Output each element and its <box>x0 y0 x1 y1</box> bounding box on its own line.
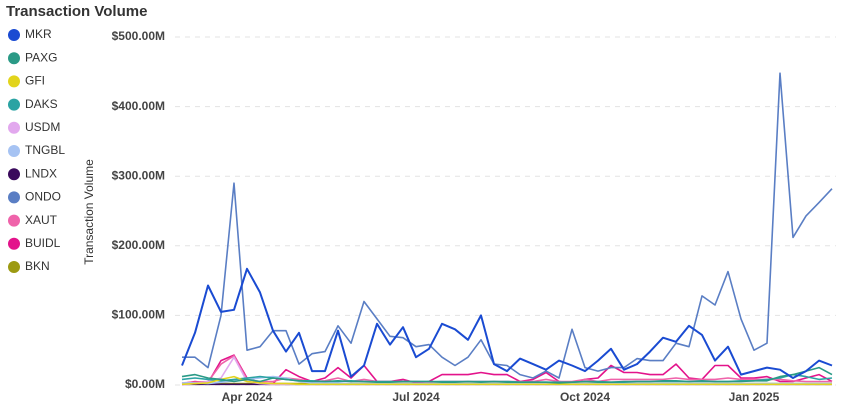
y-tick-label: $200.00M <box>112 238 165 252</box>
series-line <box>181 375 832 386</box>
legend-marker <box>8 75 20 88</box>
legend-label[interactable]: ONDO <box>25 190 61 204</box>
y-tick-label: $100.00M <box>112 308 165 322</box>
legend-label[interactable]: BKN <box>25 259 50 273</box>
legend-marker <box>8 121 20 134</box>
legend-label[interactable]: BUIDL <box>25 236 61 250</box>
legend-label[interactable]: MKR <box>25 27 52 41</box>
x-tick-label: Jul 2024 <box>392 390 440 404</box>
legend-label[interactable]: LNDX <box>25 166 57 180</box>
legend-label[interactable]: XAUT <box>25 213 58 227</box>
legend-marker <box>8 191 20 204</box>
x-tick-label: Oct 2024 <box>560 390 610 404</box>
legend-marker <box>8 29 20 41</box>
legend-marker <box>8 237 20 250</box>
legend-label[interactable]: USDM <box>25 120 60 134</box>
y-tick-label: $0.00M <box>125 377 165 391</box>
series-line <box>181 366 833 384</box>
y-axis-label: Transaction Volume <box>82 159 96 265</box>
legend-label[interactable]: TNGBL <box>25 143 65 157</box>
y-tick-label: $500.00M <box>112 29 165 43</box>
chart-title: Transaction Volume <box>6 3 147 20</box>
y-tick-label: $300.00M <box>112 168 165 182</box>
legend-label[interactable]: PAXG <box>25 50 57 64</box>
legend-marker <box>8 52 20 65</box>
series-line <box>181 267 833 379</box>
legend-marker <box>8 145 20 157</box>
series-line <box>182 72 833 379</box>
x-tick-label: Apr 2024 <box>222 390 273 404</box>
legend-marker <box>8 261 20 273</box>
x-tick-label: Jan 2025 <box>729 390 780 404</box>
legend-label[interactable]: DAKS <box>25 97 58 111</box>
legend-marker <box>8 98 20 111</box>
series-line <box>181 354 833 385</box>
legend-label[interactable]: GFI <box>25 74 45 88</box>
legend-marker <box>8 214 20 227</box>
legend-marker <box>8 168 20 181</box>
y-tick-label: $400.00M <box>112 99 165 113</box>
